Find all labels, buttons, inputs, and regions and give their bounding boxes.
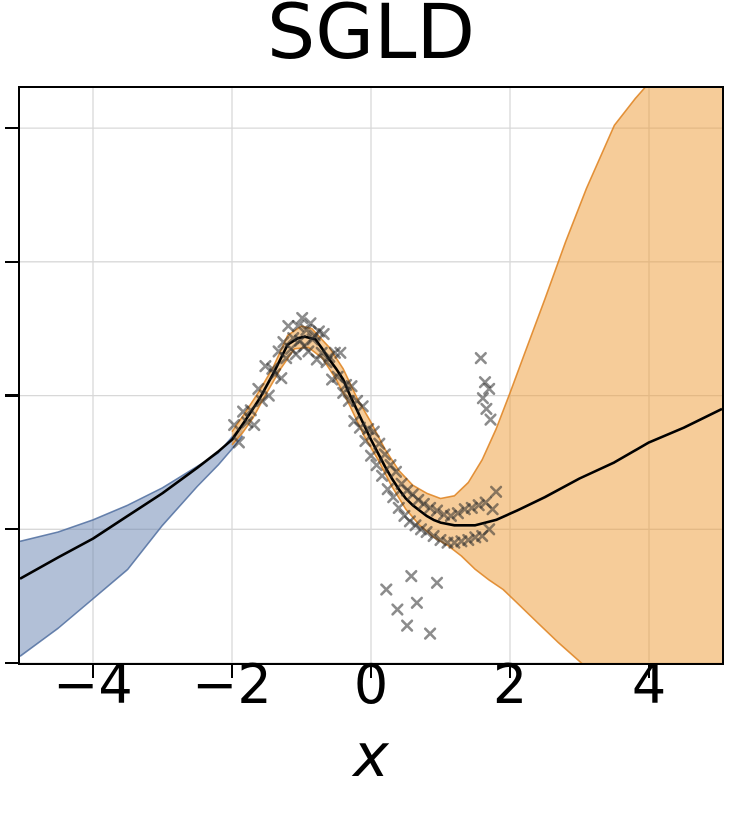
scatter-x-marker — [478, 376, 492, 389]
scatter-x-marker — [228, 418, 241, 432]
scatter-x-marker — [364, 449, 378, 462]
scatter-x-marker — [387, 491, 400, 504]
scatter-x-marker — [474, 352, 487, 365]
y-axis-tick — [5, 126, 18, 130]
scatter-x-marker — [389, 465, 403, 478]
plot-area — [18, 86, 724, 665]
x-axis-tick-label: 4 — [631, 653, 667, 716]
scatter-x-marker — [480, 402, 493, 415]
scatter-x-marker — [484, 413, 497, 426]
y-axis-tick — [5, 661, 18, 665]
scatter-x-marker — [282, 319, 295, 333]
scatter-x-marker — [262, 389, 275, 402]
scatter-x-marker — [417, 497, 430, 510]
x-axis-tick — [91, 665, 95, 678]
training-observations — [228, 311, 503, 640]
scatter-x-marker — [476, 392, 489, 405]
scatter-x-marker — [392, 501, 405, 514]
scatter-x-marker — [380, 583, 393, 596]
scatter-x-marker — [490, 485, 503, 498]
uncertainty-band-right-orange-fill — [232, 88, 722, 663]
scatter-x-marker — [378, 448, 391, 461]
scatter-x-marker — [275, 372, 288, 385]
scatter-x-marker — [291, 319, 305, 333]
chart-title: SGLD — [267, 0, 475, 76]
scatter-x-marker — [401, 619, 414, 632]
scatter-x-marker — [241, 416, 254, 429]
x-axis-tick — [230, 665, 234, 678]
scatter-x-marker — [410, 596, 423, 609]
scatter-x-marker — [248, 418, 261, 432]
scatter-x-marker — [483, 382, 496, 395]
x-axis-label: x — [353, 721, 389, 791]
scatter-x-marker — [232, 436, 245, 449]
scatter-x-marker — [252, 382, 265, 395]
scatter-x-marker — [359, 434, 372, 448]
scatter-x-marker — [472, 499, 485, 512]
scatter-x-marker — [430, 576, 444, 589]
uncertainty-band-left-blue-fill — [20, 425, 243, 657]
scatter-x-marker — [315, 346, 328, 359]
y-axis-tick — [5, 528, 18, 531]
scatter-x-marker — [427, 529, 440, 543]
scatter-x-marker — [317, 327, 330, 341]
x-axis-tick — [647, 665, 651, 678]
x-axis-tick-label: 2 — [492, 653, 528, 716]
scatter-x-marker — [287, 332, 300, 345]
scatter-x-marker — [367, 425, 380, 438]
x-axis-tick-label: −2 — [192, 653, 272, 716]
scatter-x-marker — [451, 507, 464, 520]
x-axis-tick — [369, 665, 373, 678]
scatter-x-marker — [381, 483, 394, 496]
x-axis-tick — [508, 665, 512, 678]
scatter-x-marker — [444, 509, 457, 522]
scatter-x-marker — [486, 503, 499, 516]
scatter-x-marker — [465, 501, 478, 514]
y-axis-tick — [5, 394, 18, 397]
scatter-x-marker — [462, 533, 475, 547]
scatter-x-marker — [296, 311, 309, 325]
scatter-x-marker — [259, 360, 272, 373]
scatter-x-marker — [420, 525, 433, 539]
uncertainty-band-left-blue-lower-edge — [20, 435, 244, 657]
scatter-x-marker — [430, 504, 444, 517]
scatter-x-marker — [376, 469, 389, 482]
scatter-x-marker — [345, 380, 358, 393]
uncertainty-band-right-orange — [231, 88, 722, 663]
scatter-x-marker — [244, 404, 257, 417]
scatter-x-marker — [414, 523, 428, 536]
scatter-x-marker — [370, 459, 383, 472]
scatter-x-marker — [483, 523, 496, 536]
x-axis-tick-label: −4 — [53, 653, 133, 716]
scatter-x-marker — [362, 422, 375, 436]
scatter-x-marker — [424, 627, 437, 640]
y-axis-tick — [5, 260, 18, 264]
scatter-x-marker — [280, 352, 293, 365]
scatter-x-marker — [356, 400, 369, 413]
scatter-x-marker — [342, 394, 355, 407]
plot-canvas — [20, 88, 722, 663]
scatter-x-marker — [300, 323, 313, 337]
scatter-x-marker — [424, 501, 437, 514]
scatter-x-marker — [269, 368, 282, 381]
scatter-x-marker — [405, 570, 418, 583]
scatter-x-marker — [373, 437, 386, 450]
scatter-x-marker — [334, 346, 347, 359]
scatter-x-marker — [434, 533, 447, 547]
x-axis-tick-label: 0 — [353, 653, 389, 716]
scatter-x-marker — [391, 603, 404, 616]
